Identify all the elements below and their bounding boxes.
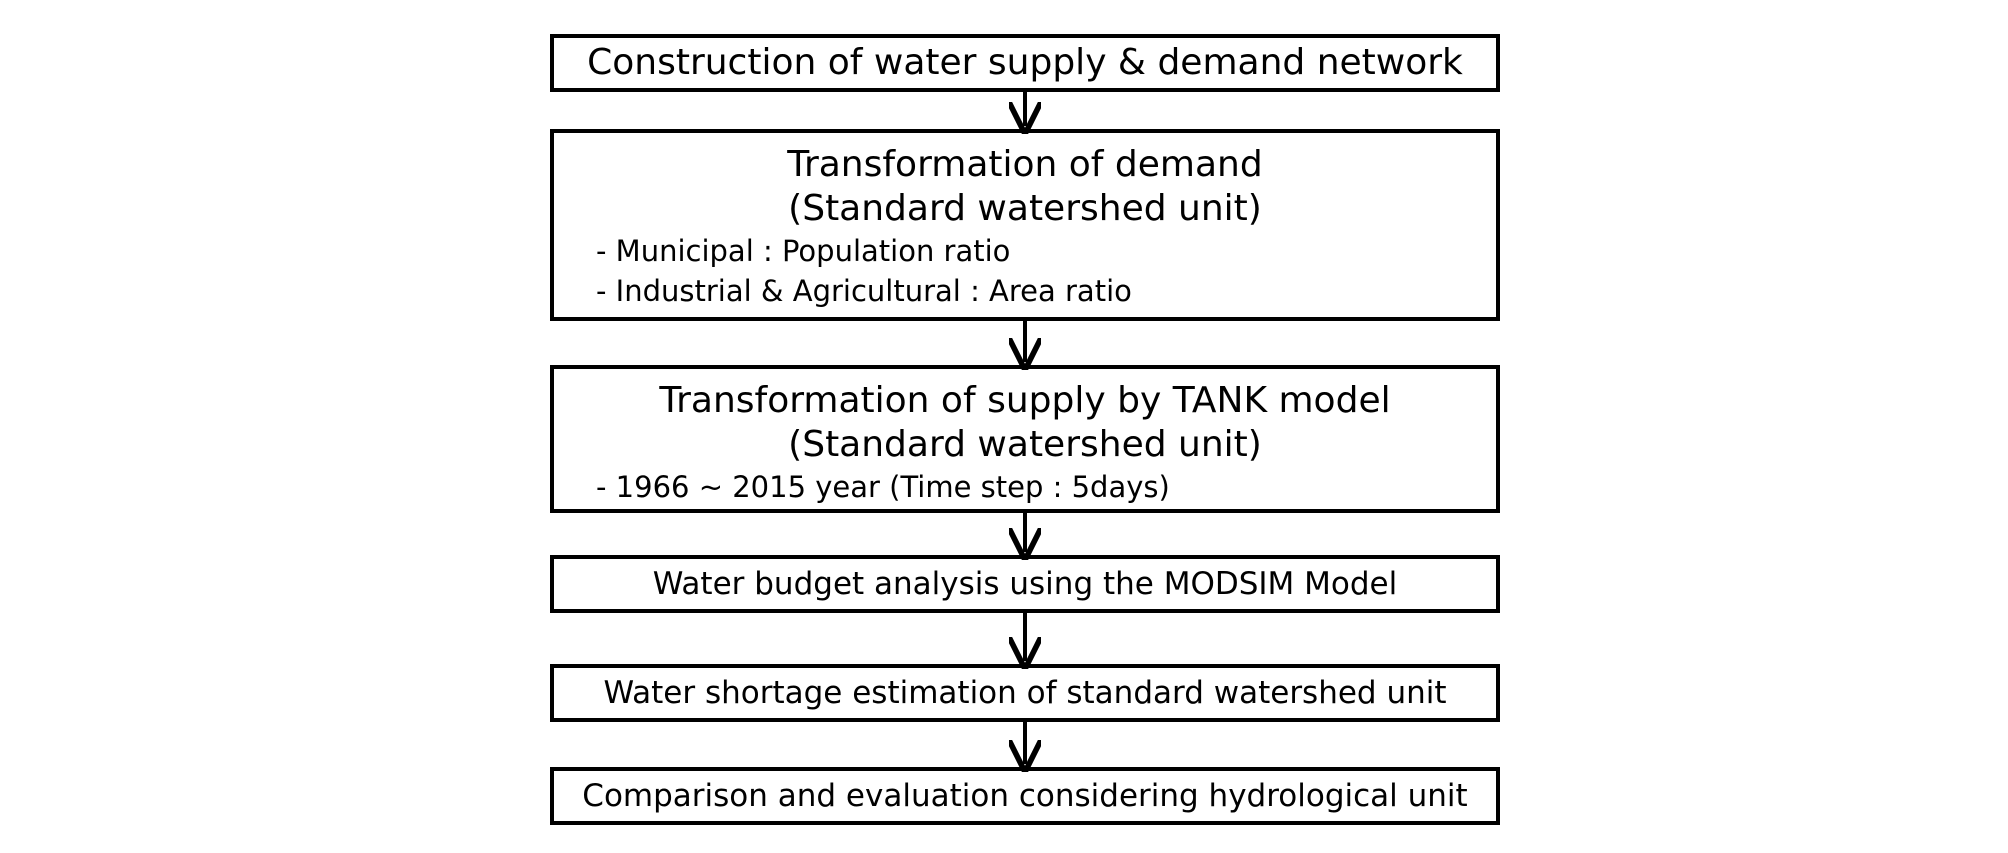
step-subtitle: (Standard watershed unit) xyxy=(788,424,1262,465)
step-water-shortage-estimation: Water shortage estimation of standard wa… xyxy=(550,664,1500,722)
step-bullet: - Industrial & Agricultural : Area ratio xyxy=(596,274,1132,308)
step-title: Water budget analysis using the MODSIM M… xyxy=(652,566,1398,602)
step-water-budget-analysis: Water budget analysis using the MODSIM M… xyxy=(550,555,1500,613)
step-title: Transformation of demand xyxy=(787,144,1263,185)
step-supply-transformation: Transformation of supply by TANK model (… xyxy=(550,365,1500,513)
step-construction-network: Construction of water supply & demand ne… xyxy=(550,34,1500,92)
step-subtitle: (Standard watershed unit) xyxy=(788,188,1262,229)
step-comparison-evaluation: Comparison and evaluation considering hy… xyxy=(550,767,1500,825)
step-bullet: - Municipal : Population ratio xyxy=(596,234,1011,268)
step-title: Construction of water supply & demand ne… xyxy=(587,42,1463,83)
step-title: Water shortage estimation of standard wa… xyxy=(603,675,1447,711)
step-demand-transformation: Transformation of demand (Standard water… xyxy=(550,129,1500,321)
step-title: Transformation of supply by TANK model xyxy=(659,380,1391,421)
step-bullet: - 1966 ~ 2015 year (Time step : 5days) xyxy=(596,470,1170,504)
step-title: Comparison and evaluation considering hy… xyxy=(582,778,1468,814)
